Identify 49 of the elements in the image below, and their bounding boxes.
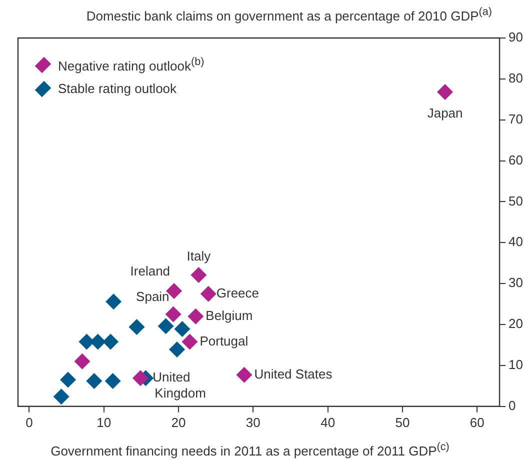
point: [188, 308, 204, 324]
y-tick-label: 0: [508, 398, 516, 413]
y-tick-label: 30: [508, 275, 524, 290]
point: [102, 334, 119, 350]
y-tick-label: 50: [508, 193, 524, 208]
y-tick-label: 40: [508, 234, 524, 250]
x-tick-label: 50: [395, 414, 410, 430]
point: [74, 353, 90, 370]
annotation: Portugal: [200, 333, 248, 348]
point: [106, 294, 122, 310]
point: [158, 318, 174, 334]
legend-label: Negative rating outlook$^{(b)}$: [58, 56, 204, 74]
annotation: Italy: [186, 248, 212, 264]
x-tick-label: 30: [246, 414, 260, 430]
annotation: United Kingdom: [152, 370, 206, 401]
annotation: Japan: [427, 106, 463, 121]
point: [236, 366, 252, 383]
y-axis-title: Domestic bank claims on government as a percentage of 2010 GDP$^{(a)}$: [86, 6, 492, 24]
point: [165, 306, 182, 322]
point: [437, 84, 454, 100]
x-axis-title: Government financing needs in 2011 as a percentage of 2011 GDP$^{(c)}$: [50, 440, 450, 458]
y-tick-label: 60: [508, 152, 524, 168]
point: [190, 267, 207, 284]
legend-label: Stable rating outlook: [58, 81, 177, 96]
x-tick-label: 0: [26, 414, 33, 430]
y-tick-label: 70: [508, 111, 524, 126]
annotation: United States: [254, 366, 333, 382]
point: [53, 388, 70, 405]
x-tick-label: 10: [96, 414, 112, 430]
point: [169, 342, 186, 358]
point: [200, 286, 216, 302]
point: [60, 372, 76, 388]
point: [86, 373, 102, 390]
y-tick-label: 10: [508, 357, 524, 372]
x-tick-label: 60: [470, 414, 484, 430]
annotation: Greece: [216, 285, 260, 300]
annotation: Ireland: [130, 264, 170, 279]
y-tick-label: 80: [508, 70, 524, 86]
point: [128, 318, 145, 335]
y-tick-label: 90: [508, 30, 524, 45]
point: [132, 370, 148, 386]
point: [182, 334, 198, 350]
annotation: Belgium: [206, 308, 253, 323]
point: [174, 321, 190, 338]
y-tick-label: 20: [508, 316, 524, 332]
x-tick-label: 40: [320, 414, 336, 430]
x-tick-label: 20: [171, 414, 186, 430]
point: [104, 373, 121, 390]
annotation: Spain: [136, 288, 170, 304]
